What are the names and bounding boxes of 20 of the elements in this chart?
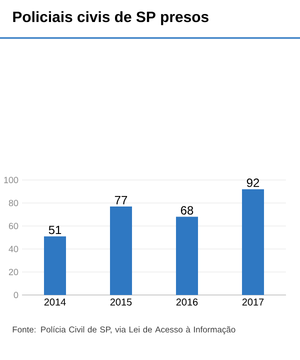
x-tick-label: 2016 (176, 298, 198, 306)
source-note: Fonte: Polícia Civil de SP, via Lei de Acesso à Informação (12, 326, 236, 334)
data-label: 92 (246, 178, 260, 187)
x-tick-label: 2015 (110, 298, 132, 306)
y-tick-label: 80 (8, 200, 18, 206)
x-tick-label: 2017 (242, 298, 264, 306)
y-tick-label: 40 (8, 246, 18, 252)
bar (44, 236, 66, 295)
chart-title: Policiais civis de SP presos (13, 11, 208, 26)
x-tick-label: 2014 (44, 298, 66, 306)
y-tick-label: 20 (8, 268, 18, 276)
bar (242, 189, 264, 295)
bar (176, 216, 198, 295)
bar (110, 206, 132, 295)
data-label: 68 (180, 206, 194, 215)
data-label: 51 (48, 226, 62, 234)
y-tick-label: 0 (14, 292, 18, 298)
data-label: 77 (114, 196, 128, 204)
y-tick-label: 60 (8, 222, 18, 230)
y-tick-label: 100 (4, 176, 18, 184)
